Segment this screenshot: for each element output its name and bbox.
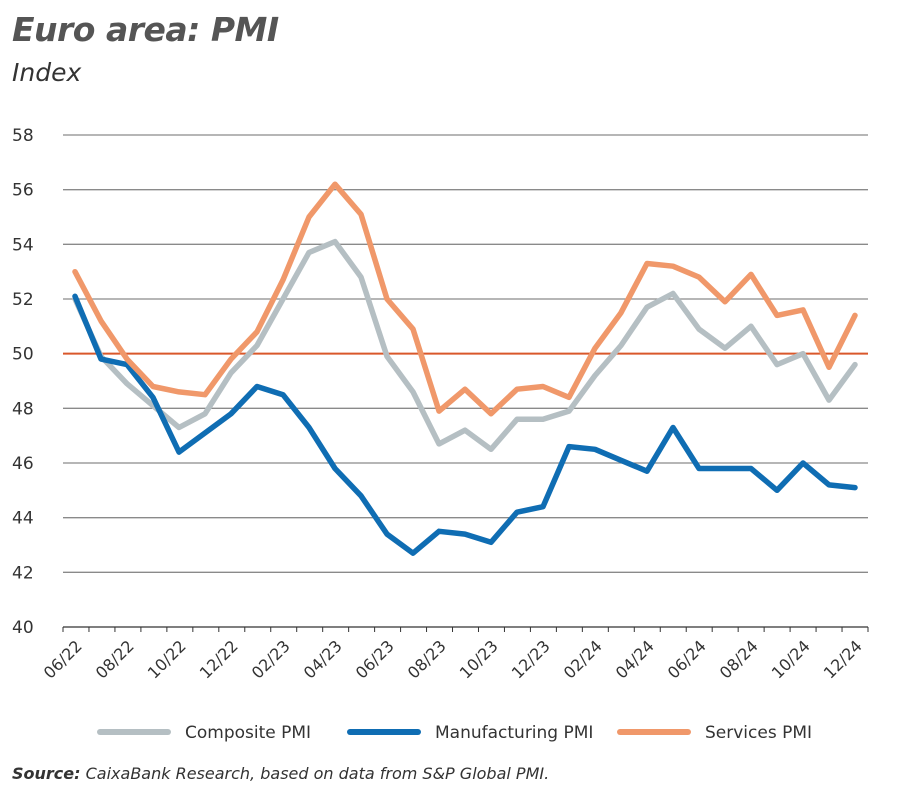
x-tick-label: 10/23 xyxy=(456,636,502,682)
y-tick-label: 44 xyxy=(12,509,34,529)
x-tick-label: 10/22 xyxy=(144,636,190,682)
y-tick-label: 40 xyxy=(12,618,34,638)
chart-title: Euro area: PMI xyxy=(12,10,279,49)
x-tick-label: 02/24 xyxy=(560,636,606,682)
y-tick-label: 58 xyxy=(12,126,34,146)
series-line-composite-pmi xyxy=(72,238,858,453)
y-tick-label: 46 xyxy=(12,454,34,474)
x-tick-label: 12/22 xyxy=(196,636,242,682)
x-tick-label: 04/23 xyxy=(300,636,346,682)
source-note: Source: CaixaBank Research, based on dat… xyxy=(12,764,549,783)
x-tick-label: 12/23 xyxy=(508,636,554,682)
legend-label: Composite PMI xyxy=(185,723,311,743)
x-tick-label: 12/24 xyxy=(820,636,866,682)
x-tick-label: 02/23 xyxy=(248,636,294,682)
x-tick-label: 06/23 xyxy=(352,636,398,682)
y-tick-label: 52 xyxy=(12,290,34,310)
x-tick-label: 10/24 xyxy=(768,636,814,682)
series-points xyxy=(74,296,856,554)
legend-label: Services PMI xyxy=(705,723,812,743)
y-tick-label: 48 xyxy=(12,399,34,419)
x-tick-label: 08/24 xyxy=(716,636,762,682)
y-tick-label: 54 xyxy=(12,235,34,255)
series-points xyxy=(74,184,856,414)
source-label: Source: xyxy=(12,764,81,783)
x-tick-label: 06/22 xyxy=(40,636,86,682)
chart-subtitle: Index xyxy=(12,58,82,87)
y-tick-label: 42 xyxy=(12,563,34,583)
y-tick-label: 50 xyxy=(12,345,34,365)
y-tick-label: 56 xyxy=(12,181,34,201)
legend-label: Manufacturing PMI xyxy=(435,723,593,743)
x-tick-label: 08/22 xyxy=(92,636,138,682)
x-tick-label: 06/24 xyxy=(664,636,710,682)
x-tick-label: 04/24 xyxy=(612,636,658,682)
x-tick-label: 08/23 xyxy=(404,636,450,682)
source-text: CaixaBank Research, based on data from S… xyxy=(85,764,550,783)
